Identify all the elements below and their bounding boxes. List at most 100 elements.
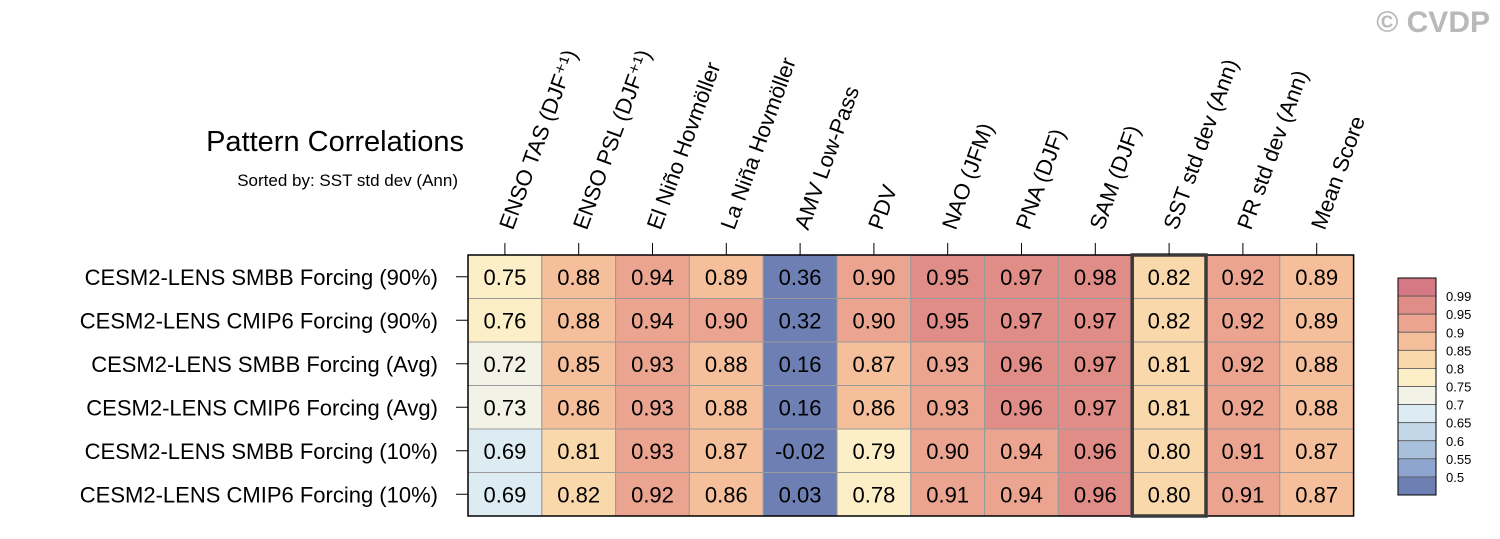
heatmap-cell [762, 298, 838, 343]
cell-value: 0.76 [483, 308, 526, 333]
cell-value: 0.85 [557, 352, 600, 377]
cell-value: 0.93 [926, 352, 969, 377]
cell-value: 0.89 [1295, 265, 1338, 290]
column-label-la-nin-a-hovmo-ller: La Niña Hovmöller [716, 54, 801, 233]
column-label-pna-djf: PNA (DJF) [1011, 125, 1070, 232]
cell-value: 0.16 [779, 395, 822, 420]
cell-value: 0.78 [852, 482, 895, 507]
cell-value: 0.94 [631, 308, 674, 333]
cell-value: 0.73 [483, 395, 526, 420]
cell-value: 0.87 [1295, 482, 1338, 507]
heatmap-cell [836, 298, 912, 343]
colorbar-segment [1397, 458, 1437, 478]
heatmap-cell [688, 428, 764, 473]
cell-value: 0.32 [779, 308, 822, 333]
cell-value: 0.75 [483, 265, 526, 290]
cell-value: 0.88 [1295, 395, 1338, 420]
cell-value: -0.02 [775, 439, 825, 464]
colorbar-segment [1397, 404, 1437, 424]
column-label-pr-std-dev-ann: PR std dev (Ann) [1232, 67, 1313, 233]
colorbar-label: 0.85 [1446, 343, 1471, 358]
heatmap-cell [836, 428, 912, 473]
cell-value: 0.03 [779, 482, 822, 507]
colorbar-segment [1397, 295, 1437, 315]
column-label-nao-jfm: NAO (JFM) [937, 120, 999, 233]
cell-value: 0.80 [1148, 439, 1191, 464]
cell-value: 0.95 [926, 265, 969, 290]
cell-value: 0.92 [631, 482, 674, 507]
colorbar-label: 0.65 [1446, 416, 1471, 431]
colorbar-label: 0.6 [1446, 434, 1464, 449]
colorbar-segment [1397, 349, 1437, 369]
colorbar-segment [1397, 368, 1437, 387]
colorbar-label: 0.7 [1446, 398, 1464, 413]
cell-value: 0.88 [1295, 352, 1338, 377]
column-label-amv-low-pass: AMV Low-Pass [789, 83, 864, 233]
cell-value: 0.91 [1221, 439, 1264, 464]
colorbar-segment [1397, 422, 1437, 442]
heatmap-cell [1279, 428, 1355, 473]
cell-value: 0.96 [1074, 439, 1117, 464]
cell-value: 0.92 [1221, 395, 1264, 420]
cell-value: 0.96 [1000, 352, 1043, 377]
cell-value: 0.98 [1074, 265, 1117, 290]
chart-subtitle: Sorted by: SST std dev (Ann) [237, 171, 458, 190]
cell-value: 0.81 [1148, 395, 1191, 420]
cell-value: 0.89 [1295, 308, 1338, 333]
cell-value: 0.97 [1074, 352, 1117, 377]
heatmap-cell [910, 472, 986, 517]
heatmap-cell [1205, 472, 1281, 517]
cell-value: 0.97 [1000, 265, 1043, 290]
cell-value: 0.90 [852, 265, 895, 290]
colorbar-label: 0.75 [1446, 380, 1471, 395]
colorbar-segment [1397, 386, 1437, 405]
heatmap-cell [984, 428, 1059, 473]
heatmap-cell [1205, 428, 1281, 473]
heatmap-cell [1205, 385, 1281, 430]
colorbar-segment [1397, 476, 1437, 496]
heatmap-frame [467, 254, 1355, 517]
cell-value: 0.92 [1221, 308, 1264, 333]
heatmap-cell [467, 341, 543, 386]
cell-value: 0.87 [1295, 439, 1338, 464]
chart-title: Pattern Correlations [206, 126, 464, 158]
heatmap-cell [762, 385, 838, 430]
cell-value: 0.79 [852, 439, 895, 464]
cell-value: 0.88 [557, 308, 600, 333]
cell-value: 0.16 [779, 352, 822, 377]
cell-value: 0.94 [631, 265, 674, 290]
cell-value: 0.82 [557, 482, 600, 507]
row-label: CESM2-LENS SMBB Forcing (Avg) [91, 352, 438, 377]
heatmap-cell [467, 298, 543, 343]
heatmap-cell [1279, 341, 1355, 386]
cell-value: 0.90 [926, 439, 969, 464]
cell-value: 0.97 [1074, 395, 1117, 420]
heatmap-cell [615, 385, 690, 430]
heatmap-cell [688, 472, 764, 517]
column-label-pdv: PDV [863, 181, 902, 232]
cell-value: 0.97 [1074, 308, 1117, 333]
heatmap-cell [467, 428, 543, 473]
cvdp-watermark: © CVDP [1376, 6, 1490, 39]
cell-value: 0.93 [631, 439, 674, 464]
heatmap-cell [1057, 298, 1133, 343]
cell-value: 0.93 [926, 395, 969, 420]
cell-value: 0.69 [483, 439, 526, 464]
heatmap-cell [910, 385, 986, 430]
heatmap-cell [541, 385, 617, 430]
cell-value: 0.94 [1000, 439, 1043, 464]
cell-value: 0.90 [705, 308, 748, 333]
colorbar-frame [1397, 277, 1437, 496]
heatmap-cell [467, 385, 543, 430]
cell-value: 0.86 [705, 482, 748, 507]
cell-value: 0.87 [705, 439, 748, 464]
cell-value: 0.88 [705, 352, 748, 377]
row-label: CESM2-LENS CMIP6 Forcing (Avg) [86, 395, 438, 420]
heatmap-cell [1205, 298, 1281, 343]
column-label-sam-djf: SAM (DJF) [1085, 122, 1146, 233]
cell-value: 0.96 [1074, 482, 1117, 507]
cell-value: 0.96 [1000, 395, 1043, 420]
heatmap-cell [1057, 472, 1133, 517]
heatmap-cell [467, 472, 543, 517]
